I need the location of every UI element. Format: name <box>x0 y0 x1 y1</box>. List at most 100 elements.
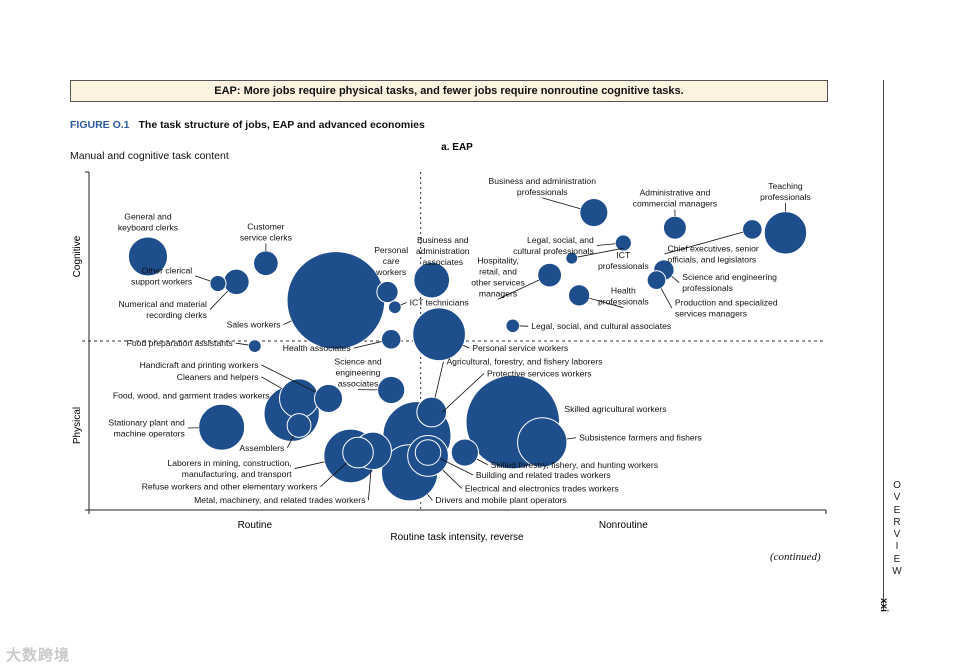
bubble-label: Production and specialized services manag… <box>675 298 778 319</box>
leader-line <box>353 341 382 349</box>
bubble-label: Assemblers <box>239 443 284 453</box>
bubble-label: Skilled forestry, fishery, and hunting w… <box>491 460 658 470</box>
bubble-label: Legal, social, and cultural professionals <box>513 235 594 256</box>
leader-line <box>434 361 444 398</box>
bubble <box>314 383 344 413</box>
chart-top-label: Manual and cognitive task content <box>70 150 229 162</box>
bubble-label: ICT technicians <box>410 298 469 308</box>
bubble-label: Business and administration professionals <box>489 176 597 197</box>
bubble-label: Handicraft and printing workers <box>140 360 259 370</box>
bubble-label-line: Skilled forestry, fishery, and hunting w… <box>491 460 658 470</box>
bubble-label-line: Administrative and <box>640 188 711 198</box>
section-side-letter: R <box>893 516 901 528</box>
bubble-label: Numerical and material recording clerks <box>119 299 207 320</box>
bubble <box>376 280 399 304</box>
bubble-label: Chief executives, senior officials, and l… <box>668 243 759 264</box>
bubble-label-line: Subsistence farmers and fishers <box>579 433 702 443</box>
leader-line <box>294 461 325 469</box>
bubble-label-line: Teaching <box>768 181 803 191</box>
bubble <box>505 318 521 334</box>
bubble-label-line: Assemblers <box>239 443 284 453</box>
bubble-label-line: Chief executives, senior <box>668 243 759 253</box>
bubble-label: ICT professionals <box>598 250 649 271</box>
bubble-label: Refuse workers and other elementary work… <box>142 482 318 492</box>
bubble-label-line: service clerks <box>240 232 292 242</box>
figure-banner: EAP: More jobs require physical tasks, a… <box>70 80 828 102</box>
bubble <box>377 375 406 405</box>
bubble-label-line: Numerical and material <box>119 299 207 309</box>
leader-line <box>542 197 581 210</box>
bubble-label-line: ICT <box>616 250 631 260</box>
bubble-label: Food preparation assistants <box>127 338 233 348</box>
leader-line <box>671 276 680 283</box>
leader-line <box>209 290 228 310</box>
leader-line <box>577 247 624 258</box>
bubble-label-line: Legal, social, and <box>527 235 594 245</box>
bubble-label-line: Hospitality, <box>477 255 518 265</box>
figure-title-text: The task structure of jobs, EAP and adva… <box>138 119 425 131</box>
bubble-label-line: Science and <box>334 357 382 367</box>
bubble-label-line: Food preparation assistants <box>127 338 233 348</box>
bubble-label-line: Legal, social, and cultural associates <box>531 321 671 331</box>
section-side-letter: E <box>893 504 901 516</box>
bubble-label-line: Electrical and electronics trades worker… <box>465 483 619 493</box>
y-label-physical: Physical <box>72 407 83 444</box>
leader-line <box>476 458 488 466</box>
bubble <box>286 413 312 438</box>
bubble <box>742 219 763 240</box>
bubble <box>662 215 687 240</box>
bubble <box>416 396 448 428</box>
bubble-label-line: machine operators <box>114 429 185 439</box>
bubble-label-line: Customer <box>247 221 284 231</box>
section-side-letter: V <box>893 492 901 504</box>
bubble <box>579 198 609 228</box>
bubble-label-line: associates <box>422 257 463 267</box>
bubble-label-line: General and <box>124 211 172 221</box>
bubble-label-line: Science and engineering <box>682 272 777 282</box>
bubble-label-line: Skilled agricultural workers <box>564 404 666 414</box>
panel-title: a. EAP <box>441 142 473 153</box>
bubble-label-line: Protective services workers <box>487 368 592 378</box>
section-side-letter: O <box>893 480 901 491</box>
bubble-label-line: recording clerks <box>146 310 207 320</box>
bubble-label-line: other services <box>471 277 525 287</box>
bubble-label-line: Production and specialized <box>675 298 778 308</box>
bubble-label-line: Food, wood, and garment trades workers <box>113 390 270 400</box>
bubble-label-line: retail, and <box>479 266 517 276</box>
bubble <box>380 329 402 350</box>
bubble-label-line: workers <box>375 267 406 277</box>
bubble <box>646 270 667 291</box>
bubble-label-line: Personal <box>374 245 408 255</box>
bubble-label-line: cultural professionals <box>513 246 594 256</box>
bubble-label-line: Building and related trades workers <box>476 470 611 480</box>
leader-line <box>660 288 673 309</box>
bubble-label: Health associates <box>283 343 351 353</box>
bubble-label-line: services managers <box>675 309 747 319</box>
leader-line <box>261 376 283 390</box>
leader-line <box>664 231 743 255</box>
bubble-label: Other clerical support workers <box>131 265 192 286</box>
leader-line <box>596 243 616 246</box>
side-rule <box>883 80 884 610</box>
bubble-label: Business and administration associates <box>416 235 470 267</box>
bubble-label-line: ICT technicians <box>410 298 469 308</box>
bubble-label-line: support workers <box>131 276 192 286</box>
section-side-letter: E <box>893 553 901 565</box>
leader-line <box>195 275 211 282</box>
bubble-label: Legal, social, and cultural associates <box>531 321 671 331</box>
bubble-label-line: professionals <box>682 283 733 293</box>
bubble <box>286 251 386 350</box>
leader-line <box>439 457 474 476</box>
bubble-label-line: manufacturing, and transport <box>182 469 292 479</box>
bubble-label-line: Drivers and mobile plant operators <box>435 495 566 505</box>
bubble <box>209 274 227 293</box>
bubble <box>565 251 579 265</box>
leader-line <box>566 437 577 440</box>
bubble-label: Personal service workers <box>472 343 568 353</box>
bubble <box>567 284 591 307</box>
bubble-label-line: keyboard clerks <box>118 222 178 232</box>
bubble-label: Cleaners and helpers <box>177 372 259 382</box>
bubble-label: Subsistence farmers and fishers <box>579 433 702 443</box>
leader-line <box>497 279 540 300</box>
